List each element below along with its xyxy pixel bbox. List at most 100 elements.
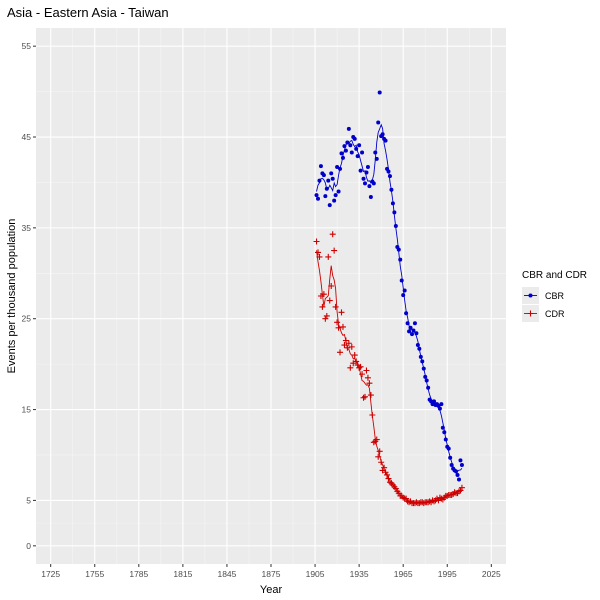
x-tick-label: 1935 <box>350 569 369 579</box>
cdr-point <box>367 392 374 399</box>
cbr-point <box>393 224 398 229</box>
cdr-point <box>316 253 323 260</box>
cbr-point <box>437 406 442 411</box>
cbr-point <box>407 329 412 334</box>
x-tick-label: 1995 <box>438 569 457 579</box>
cdr-point <box>369 412 376 419</box>
cbr-point <box>401 293 406 298</box>
cbr-point <box>339 151 344 156</box>
legend-label-cbr: CBR <box>545 291 565 301</box>
cbr-point <box>364 170 369 175</box>
x-tick-label: 1815 <box>173 569 192 579</box>
x-tick-label: 1725 <box>41 569 60 579</box>
y-tick-label: 0 <box>26 541 31 551</box>
cdr-trend-line <box>316 250 463 504</box>
cdr-point <box>375 453 382 460</box>
cbr-point <box>417 346 422 351</box>
cbr-point <box>424 378 429 383</box>
cbr-point <box>404 311 409 316</box>
cbr-point <box>386 169 391 174</box>
cbr-point <box>377 90 382 95</box>
cbr-point <box>360 150 365 155</box>
x-tick-label: 1785 <box>129 569 148 579</box>
cbr-point <box>410 332 414 337</box>
cbr-point <box>321 173 326 178</box>
cbr-point <box>443 437 448 442</box>
x-tick-label: 2025 <box>482 569 501 579</box>
cbr-point <box>355 154 360 159</box>
cdr-point <box>378 459 385 466</box>
cbr-point <box>330 176 335 181</box>
cbr-point <box>374 156 379 161</box>
x-tick-label: 1905 <box>306 569 325 579</box>
x-tick-label: 1875 <box>262 569 281 579</box>
cdr-point <box>348 343 355 350</box>
cbr-point <box>373 150 378 155</box>
cbr-point <box>383 138 388 143</box>
cdr-point <box>344 344 351 351</box>
cbr-point <box>415 343 420 348</box>
cdr-point <box>373 436 380 443</box>
cbr-point <box>317 178 322 183</box>
cdr-point <box>332 303 339 310</box>
x-tick-label: 1965 <box>394 569 413 579</box>
cdr-point <box>347 364 354 371</box>
x-axis-title: Year <box>260 584 283 596</box>
y-tick-label: 35 <box>22 223 32 233</box>
cdr-point <box>342 337 349 344</box>
cbr-point <box>345 140 350 145</box>
cbr-point <box>440 425 445 430</box>
grid-major <box>36 28 506 564</box>
cbr-point <box>358 168 363 173</box>
cbr-point <box>399 278 404 283</box>
y-tick-label: 55 <box>22 41 32 51</box>
cbr-point <box>454 469 459 474</box>
cbr-point <box>316 196 320 201</box>
cbr-point <box>455 472 460 477</box>
cdr-point <box>364 374 371 381</box>
cbr-point <box>376 120 381 125</box>
cbr-point <box>340 155 345 160</box>
cbr-point <box>338 166 343 171</box>
cbr-point <box>412 321 417 326</box>
legend-label-cdr: CDR <box>545 309 565 319</box>
cbr-point <box>408 325 413 330</box>
legend-marker <box>528 293 533 298</box>
cbr-point <box>371 181 376 186</box>
cbr-point <box>363 181 367 186</box>
cbr-point <box>335 164 340 169</box>
legend-title: CBR and CDR <box>522 270 587 281</box>
cdr-point <box>359 371 366 378</box>
cbr-point <box>332 198 337 203</box>
cbr-point <box>411 328 416 333</box>
cbr-point <box>314 193 319 198</box>
cbr-point <box>423 374 428 379</box>
cbr-point <box>324 186 329 191</box>
cbr-point <box>390 201 395 206</box>
cbr-point <box>357 143 362 148</box>
cbr-point <box>318 164 323 169</box>
cbr-point <box>380 132 385 137</box>
cbr-point <box>368 194 373 199</box>
cdr-point <box>329 231 336 238</box>
chart-title: Asia - Eastern Asia - Taiwan <box>7 5 169 20</box>
cdr-point <box>381 464 388 471</box>
cbr-point <box>414 331 419 336</box>
cbr-point <box>392 210 397 215</box>
cbr-point <box>348 143 353 148</box>
cdr-point <box>362 393 368 400</box>
y-tick-label: 5 <box>26 495 31 505</box>
cdr-point <box>384 471 391 478</box>
cdr-point <box>345 340 352 347</box>
cbr-point <box>387 174 392 179</box>
cbr-point <box>327 203 332 208</box>
cbr-point <box>446 446 451 451</box>
cbr-point <box>402 288 407 293</box>
data-points <box>313 90 465 507</box>
cdr-point <box>335 324 342 331</box>
cdr-point <box>363 367 370 374</box>
cbr-point <box>361 176 366 181</box>
cbr-point <box>458 458 463 463</box>
cdr-point <box>366 380 373 387</box>
